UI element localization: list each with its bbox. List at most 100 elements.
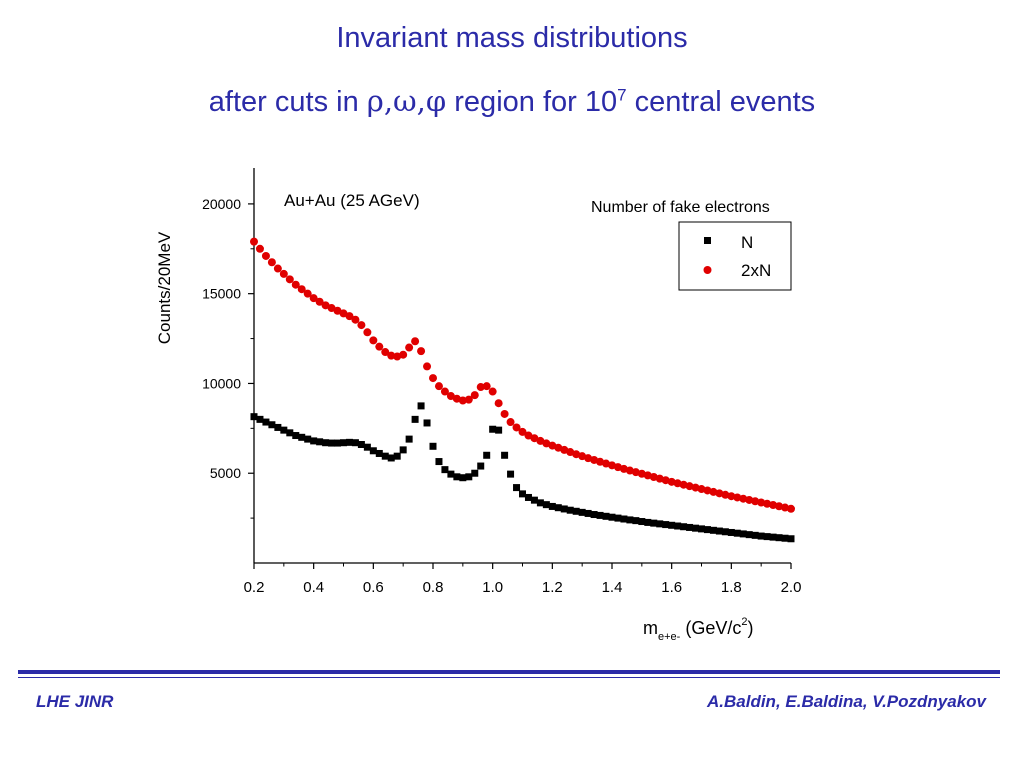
data-point-n <box>530 496 538 504</box>
data-point-2xn <box>399 350 408 359</box>
data-point-n <box>507 470 515 478</box>
data-point-n <box>769 533 777 541</box>
data-point-2xn <box>530 434 539 443</box>
data-point-n <box>405 435 413 443</box>
x-tick-label: 1.0 <box>482 579 503 596</box>
data-point-n <box>471 469 479 477</box>
data-point-2xn <box>763 499 772 508</box>
y-tick-label: 20000 <box>202 196 241 212</box>
data-point-n <box>322 439 330 447</box>
data-point-n <box>578 508 586 516</box>
data-point-n <box>787 535 795 543</box>
data-point-n <box>441 466 449 474</box>
data-point-n <box>280 426 288 434</box>
data-point-n <box>459 474 467 482</box>
legend-label-n: N <box>741 233 753 252</box>
data-point-2xn <box>363 328 372 337</box>
data-point-2xn <box>417 347 426 356</box>
x-tick-label: 1.8 <box>721 579 742 596</box>
data-point-n <box>745 531 753 539</box>
data-point-n <box>614 514 622 522</box>
data-point-n <box>375 449 383 457</box>
data-point-n <box>548 502 556 510</box>
x-tick-label: 2.0 <box>781 579 802 596</box>
data-point-2xn <box>697 485 706 494</box>
data-point-n <box>692 524 700 532</box>
data-point-2xn <box>727 492 736 501</box>
legend: N 2xN <box>678 221 792 291</box>
data-point-n <box>733 529 741 537</box>
footer-rule-thin <box>18 677 1000 678</box>
data-point-n <box>304 435 312 443</box>
data-point-2xn <box>333 306 342 315</box>
data-point-n <box>560 505 568 513</box>
y-axis-label: Counts/20MeV <box>155 231 174 344</box>
series-2xn-points <box>250 237 795 513</box>
data-point-n <box>381 452 389 460</box>
data-point-2xn <box>709 487 718 496</box>
x-tick-label: 1.2 <box>542 579 563 596</box>
data-point-2xn <box>464 395 473 404</box>
title-greek-mesons: ρ,ω,φ <box>366 84 447 118</box>
data-point-n <box>340 439 347 447</box>
data-point-n <box>715 527 723 535</box>
data-point-n <box>328 439 336 447</box>
data-point-n <box>763 533 771 541</box>
data-point-n <box>542 501 550 509</box>
data-point-2xn <box>303 289 312 298</box>
footer-rule-thick <box>18 670 1000 674</box>
data-point-n <box>387 454 395 462</box>
data-point-n <box>650 519 658 527</box>
data-point-2xn <box>506 418 515 427</box>
data-point-2xn <box>518 427 527 436</box>
data-point-n <box>417 402 425 410</box>
data-point-2xn <box>429 374 437 383</box>
data-point-n <box>268 421 276 429</box>
data-point-n <box>262 418 270 426</box>
data-point-n <box>781 534 789 542</box>
x-tick-label: 1.6 <box>661 579 682 596</box>
data-point-2xn <box>273 264 282 273</box>
data-point-n <box>483 451 491 459</box>
data-point-n <box>345 438 353 446</box>
data-point-2xn <box>787 504 795 513</box>
data-point-n <box>644 518 652 526</box>
data-point-n <box>256 415 264 423</box>
data-point-n <box>572 507 580 515</box>
x-tick-label: 0.2 <box>244 579 265 596</box>
data-point-2xn <box>512 423 521 432</box>
legend-box <box>678 221 792 291</box>
data-point-2xn <box>351 315 360 324</box>
data-point-n <box>620 515 628 523</box>
data-point-n <box>727 528 735 536</box>
data-point-2xn <box>255 244 264 253</box>
data-point-n <box>423 419 431 427</box>
chart-title-line2: after cuts in ρ,ω,φ region for 107 centr… <box>0 84 1024 119</box>
title-prefix: after cuts in <box>208 86 367 118</box>
data-point-2xn <box>482 382 491 391</box>
footer-organization: LHE JINR <box>36 692 114 711</box>
collision-annotation: Au+Au (25 AGeV) <box>284 191 420 210</box>
data-point-n <box>429 442 437 450</box>
data-point-2xn <box>524 431 533 440</box>
data-point-n <box>513 484 521 492</box>
data-point-2xn <box>309 294 318 303</box>
data-point-2xn <box>721 490 730 499</box>
data-point-2xn <box>434 382 443 391</box>
data-point-n <box>501 451 509 459</box>
data-point-n <box>686 523 694 531</box>
legend-label-2xn: 2xN <box>741 261 771 280</box>
data-point-2xn <box>297 285 306 294</box>
data-point-2xn <box>685 482 694 491</box>
y-ticks: 5000 10000 15000 20000 <box>202 196 254 519</box>
data-point-n <box>775 534 783 542</box>
x-axis-label-unit: (GeV/c <box>680 618 741 638</box>
x-tick-label: 0.6 <box>363 579 384 596</box>
data-point-2xn <box>315 297 324 306</box>
data-point-n <box>584 509 592 517</box>
data-point-2xn <box>345 312 354 321</box>
data-point-n <box>757 532 765 540</box>
data-point-2xn <box>387 351 396 360</box>
data-point-n <box>721 528 729 536</box>
data-point-n <box>554 504 562 512</box>
